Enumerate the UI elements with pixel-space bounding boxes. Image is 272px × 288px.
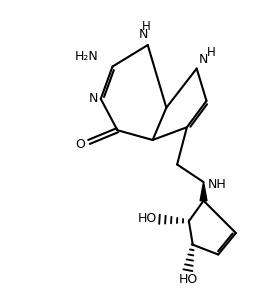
Text: N: N bbox=[199, 53, 208, 66]
Text: HO: HO bbox=[178, 273, 197, 286]
Polygon shape bbox=[200, 182, 207, 201]
Text: H₂N: H₂N bbox=[75, 50, 99, 63]
Text: H: H bbox=[206, 46, 215, 59]
Text: HO: HO bbox=[137, 212, 157, 225]
Text: NH: NH bbox=[208, 177, 226, 191]
Text: O: O bbox=[75, 138, 85, 151]
Text: N: N bbox=[139, 28, 149, 41]
Text: H: H bbox=[141, 20, 150, 33]
Text: N: N bbox=[88, 92, 98, 105]
